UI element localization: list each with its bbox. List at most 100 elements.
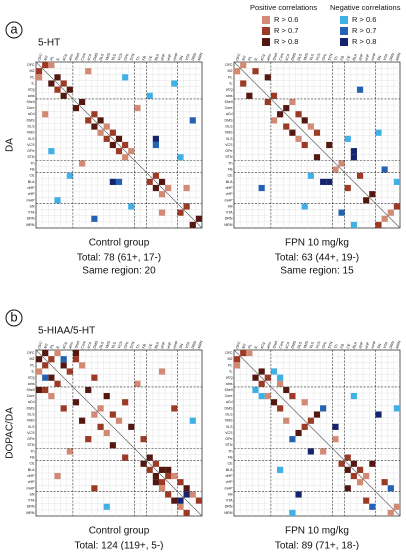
correlation-cell <box>97 117 104 124</box>
col-label: GPe <box>123 53 129 61</box>
col-label: CE <box>148 55 154 62</box>
col-label: IL <box>254 57 259 61</box>
correlation-cell <box>60 362 67 369</box>
row-label: OFC <box>27 63 35 67</box>
correlation-cell <box>54 86 61 93</box>
row-label: aCg <box>226 376 233 380</box>
correlation-cell <box>252 374 259 381</box>
col-label: IL <box>56 345 61 349</box>
correlation-cell <box>165 491 172 498</box>
row-label: BLA <box>28 180 35 184</box>
row-label: mHP <box>27 486 36 490</box>
col-label: DMS <box>290 52 297 61</box>
correlation-cell <box>295 135 302 142</box>
correlation-cell <box>146 178 153 185</box>
row-label: IL <box>32 369 35 373</box>
correlation-cell <box>42 386 49 394</box>
row-label: IL <box>230 369 233 373</box>
correlation-cell <box>91 111 98 118</box>
correlation-cell <box>350 472 357 480</box>
col-label: dHP <box>358 53 364 62</box>
correlation-cell <box>289 98 296 106</box>
col-label: GPe <box>321 341 327 349</box>
correlation-cell <box>91 374 98 381</box>
row-label: SN <box>228 492 233 496</box>
correlation-cell <box>301 423 308 430</box>
col-label: VMS <box>303 340 310 349</box>
correlation-cell <box>146 92 153 99</box>
correlation-cell <box>66 86 73 93</box>
correlation-cell <box>91 123 98 130</box>
col-label: Th <box>136 344 141 349</box>
col-label: dHP <box>160 341 166 350</box>
legend-label: R > 0.7 <box>274 26 298 35</box>
correlation-cell <box>48 62 55 69</box>
row-label: aIns <box>226 382 233 386</box>
row-label: FB <box>30 168 35 172</box>
col-label: dHP <box>160 53 166 62</box>
correlation-cell <box>381 479 388 486</box>
row-label: VCS <box>27 143 35 147</box>
col-label: DRN <box>389 52 396 61</box>
row-label: VTA <box>226 499 233 503</box>
legend-swatch <box>340 27 348 35</box>
row-label: aCg <box>28 376 35 380</box>
col-label: Core <box>80 340 86 349</box>
correlation-cell <box>183 509 190 516</box>
correlation-cell <box>277 374 284 381</box>
col-label: VCS <box>117 52 123 61</box>
correlation-cell <box>36 356 43 363</box>
panel-letter-circle <box>5 21 23 39</box>
correlation-cell <box>350 221 357 228</box>
correlation-cell <box>91 411 98 418</box>
correlation-cell <box>103 123 110 130</box>
total-label: Total: 89 (71+, 18-) <box>275 541 359 550</box>
correlation-cell <box>252 386 259 394</box>
group-label: FPN 10 mg/kg <box>285 238 349 249</box>
col-label: DMS <box>92 52 99 61</box>
correlation-cell <box>66 172 73 179</box>
row-label: vHP <box>226 192 233 196</box>
col-label: VCS <box>117 340 123 349</box>
col-label: STN <box>327 53 333 62</box>
correlation-cell <box>258 184 265 192</box>
col-label: GPe <box>123 341 129 349</box>
correlation-cell <box>356 172 364 179</box>
correlation-cell <box>338 209 345 216</box>
row-label: GPe <box>225 149 232 153</box>
col-label: mHP <box>172 52 179 61</box>
correlation-cell <box>258 393 265 400</box>
correlation-cell <box>289 436 296 443</box>
row-label: VTA <box>226 211 233 215</box>
correlation-cell <box>115 135 123 142</box>
col-label: DRN <box>191 340 198 349</box>
row-label: OFC <box>225 63 233 67</box>
col-label: mHP <box>370 52 377 61</box>
diagonal <box>233 61 401 229</box>
row-label: Th <box>228 161 232 165</box>
row-label: DMS <box>27 118 36 122</box>
col-label: Shell <box>74 340 81 349</box>
row-label: MRN <box>224 511 233 515</box>
col-label: Th <box>334 344 339 349</box>
correlation-cell <box>158 368 166 375</box>
correlation-cell <box>183 491 190 498</box>
row-label: PL <box>30 363 34 367</box>
col-label: BLA <box>352 341 358 349</box>
diagonal <box>35 349 203 517</box>
row-label: FB <box>30 456 35 460</box>
correlation-cell <box>258 380 265 387</box>
correlation-cell <box>387 485 394 492</box>
col-label: MRN <box>395 52 402 61</box>
total-label: Total: 124 (119+, 5-) <box>74 541 163 550</box>
correlation-cell <box>320 448 327 455</box>
correlation-cell <box>277 380 284 387</box>
panel-letter: b <box>10 309 17 324</box>
row-label: FB <box>228 456 233 460</box>
col-label: Core <box>278 340 284 349</box>
row-label: CE <box>228 462 234 466</box>
row-label: aCg <box>28 88 35 92</box>
row-label: DMS <box>225 406 234 410</box>
correlation-cell <box>344 485 351 492</box>
correlation-cell <box>350 154 357 161</box>
